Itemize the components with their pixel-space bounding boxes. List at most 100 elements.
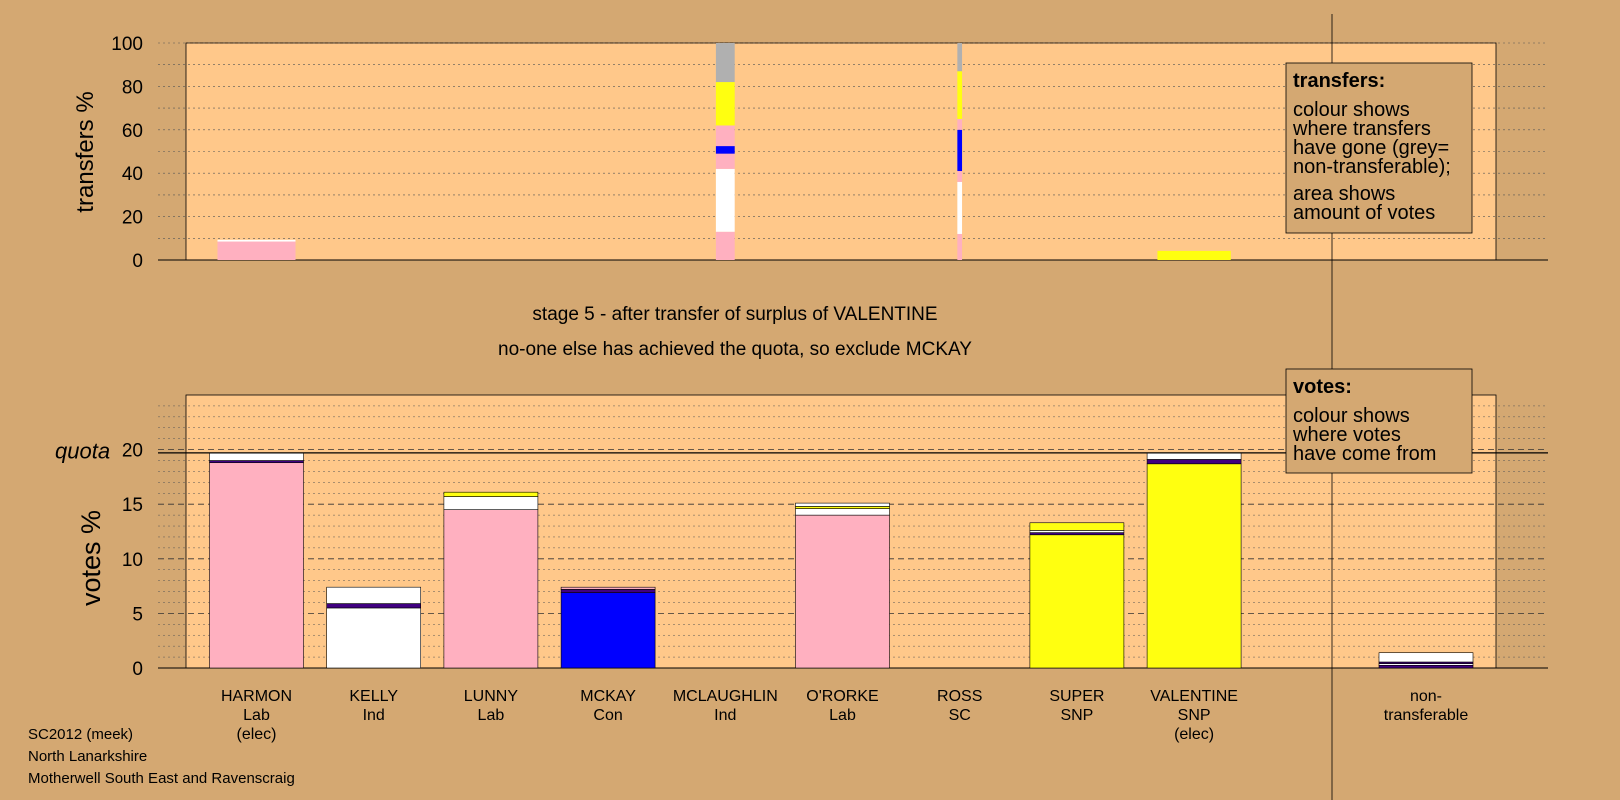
vote-segment — [560, 589, 656, 593]
votes-plot: 0 5 10 15 20 votes % quota — [55, 394, 1548, 680]
vote-segment — [1378, 652, 1474, 663]
candidate-label-line: O'RORKE — [806, 688, 878, 705]
transfer-segment — [715, 146, 735, 154]
candidate-label-line: SNP — [1178, 707, 1211, 724]
candidate-label-line: SUPER — [1049, 688, 1104, 705]
vote-segment — [560, 586, 656, 590]
transfers-tick-label: 0 — [132, 251, 143, 272]
candidate-label-line: MCLAUGHLIN — [673, 688, 778, 705]
vote-segment — [1146, 452, 1242, 460]
vote-segment — [443, 496, 539, 510]
vote-bar-valentine — [1146, 452, 1242, 669]
transfer-segment — [715, 231, 735, 260]
vote-segment — [1146, 459, 1242, 465]
transfers-tick-label: 60 — [122, 121, 143, 142]
stage-title: stage 5 - after transfer of surplus of V… — [532, 304, 937, 325]
candidate-label-line: ROSS — [937, 688, 982, 705]
candidate-label-line: Lab — [243, 707, 270, 724]
votes-legend-line: where votes — [1292, 424, 1401, 446]
quota-label: quota — [55, 439, 110, 464]
votes-tick-label: 15 — [122, 495, 143, 516]
transfer-segment — [715, 43, 735, 83]
transfer-segment — [957, 181, 963, 234]
vote-segment — [209, 452, 304, 461]
candidate-label-line: Lab — [829, 707, 856, 724]
transfer-segment — [957, 233, 963, 260]
votes-tick-label: 10 — [122, 550, 143, 571]
candidate-label-line: Ind — [363, 707, 385, 724]
votes-tick-label: 20 — [122, 441, 143, 462]
candidate-label-line: Con — [593, 707, 622, 724]
transfer-segment — [957, 118, 963, 130]
candidate-label-line: transferable — [1384, 707, 1469, 724]
vote-bar-lunny — [443, 491, 539, 669]
transfers-legend-line: amount of votes — [1293, 202, 1435, 224]
candidate-label-line: KELLY — [349, 688, 398, 705]
votes-tick-label: 5 — [132, 604, 143, 625]
footer-line: North Lanarkshire — [28, 748, 147, 765]
transfers-tick-label: 20 — [122, 208, 143, 229]
candidate-label-line: non- — [1410, 688, 1442, 705]
vote-segment — [1029, 534, 1125, 669]
transfers-tick-label: 80 — [122, 77, 143, 98]
vote-bar-ororke — [795, 502, 890, 669]
vote-bar-harmon — [209, 452, 304, 669]
vote-segment — [1029, 532, 1125, 536]
vote-segment — [1378, 664, 1474, 669]
transfers-legend-line: colour shows — [1293, 99, 1410, 121]
vote-segment — [795, 502, 890, 507]
transfers-legend-line: have gone (grey= — [1293, 137, 1449, 159]
vote-segment — [326, 607, 422, 669]
vote-segment — [209, 460, 304, 464]
vote-segment — [795, 514, 890, 669]
transfer-segment — [217, 241, 296, 260]
transfer-bar-valentine — [1157, 250, 1231, 260]
footer: SC2012 (meek) North Lanarkshire Motherwell… — [28, 726, 295, 787]
transfer-segment — [715, 168, 735, 232]
stage-subtitle: no-one else has achieved the quota, so e… — [498, 339, 972, 360]
candidate-labels: HARMON Lab (elec) KELLY Ind LUNNY Lab MCKAY Con M… — [221, 688, 1468, 743]
transfer-segment — [957, 129, 963, 172]
candidate-label-line: (elec) — [1174, 726, 1214, 743]
transfers-plot: 0 20 40 60 80 100 transfers % — [72, 34, 1548, 272]
vote-segment — [443, 491, 539, 497]
vote-segment — [209, 462, 304, 669]
votes-legend-box — [1285, 368, 1473, 474]
transfer-segment — [715, 82, 735, 126]
candidate-label-line: Lab — [478, 707, 505, 724]
candidate-label-line: HARMON — [221, 688, 292, 705]
vote-bar-super — [1029, 522, 1125, 669]
transfer-segment — [957, 171, 963, 182]
transfer-bar-mclaughlin — [715, 43, 735, 260]
votes-tick-label: 0 — [132, 659, 143, 680]
transfers-legend-title: transfers: — [1293, 70, 1385, 92]
candidate-label-line: SNP — [1060, 707, 1093, 724]
footer-line: Motherwell South East and Ravenscraig — [28, 770, 295, 787]
transfer-bar-harmon — [217, 239, 296, 260]
transfer-segment — [715, 125, 735, 147]
vote-bar-kelly — [326, 586, 422, 669]
transfer-segment — [957, 43, 963, 72]
votes-legend-title: votes: — [1293, 376, 1352, 398]
vote-segment — [795, 506, 890, 509]
candidate-label-line: SC — [949, 707, 971, 724]
candidate-label-line: Ind — [714, 707, 736, 724]
vote-bar-mckay — [560, 586, 656, 669]
candidate-label-line: VALENTINE — [1150, 688, 1238, 705]
transfer-segment — [957, 71, 963, 119]
candidate-label-line: LUNNY — [464, 688, 519, 705]
transfer-segment — [715, 153, 735, 169]
transfers-legend-box — [1285, 62, 1473, 234]
transfers-y-axis-label: transfers % — [72, 91, 99, 212]
votes-y-axis-label: votes % — [76, 510, 106, 606]
transfers-tick-label: 100 — [111, 34, 143, 55]
transfer-bar-ross — [957, 43, 963, 260]
transfers-tick-label: 40 — [122, 164, 143, 185]
transfer-segment — [1157, 250, 1231, 260]
vote-segment — [1029, 530, 1125, 533]
vote-segment — [1146, 463, 1242, 669]
